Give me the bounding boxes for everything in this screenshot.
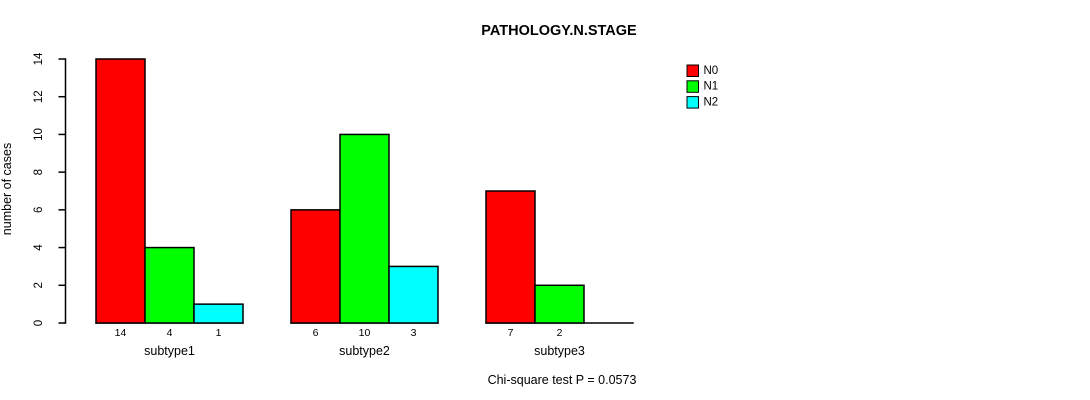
bar-and-category-labels: 14 4 1 subtype1 6 10 3 subtype2 7 2 subtype3 [115, 327, 585, 358]
y-tick-label: 10 [33, 128, 45, 141]
x-category-label-subtype3: subtype3 [534, 344, 585, 358]
bar-N1-subtype1 [144, 246, 195, 324]
legend-swatch-N1 [686, 80, 699, 93]
bar-value-label: 1 [216, 327, 222, 339]
y-tick-label: 2 [33, 282, 45, 288]
bar-value-label: 3 [411, 327, 417, 339]
y-tick-label: 14 [33, 52, 45, 65]
bar-N2-subtype1 [193, 303, 244, 324]
y-tick-label: 4 [33, 244, 45, 251]
bar-value-label: 4 [167, 327, 173, 339]
bar-value-label: 7 [508, 327, 514, 339]
y-tick-label: 12 [33, 90, 45, 103]
y-tick-label: 6 [33, 207, 45, 213]
legend-label-N0: N0 [704, 65, 719, 77]
legend: N0 N1 N2 [686, 64, 719, 109]
x-category-label-subtype2: subtype2 [339, 344, 390, 358]
bar-N2-subtype2 [388, 265, 439, 324]
legend-label-N1: N1 [704, 81, 719, 93]
legend-swatch-N0 [686, 64, 699, 77]
legend-swatch-N2 [686, 96, 699, 109]
bar-N1-subtype3 [534, 284, 585, 324]
bar-N0-subtype2 [290, 209, 341, 324]
bar-value-label: 2 [557, 327, 563, 339]
legend-label-N2: N2 [704, 96, 719, 108]
x-category-label-subtype1: subtype1 [144, 344, 195, 358]
bar-value-label: 10 [359, 327, 371, 339]
y-axis-label: number of cases [0, 143, 14, 235]
bar-N0-subtype3 [485, 190, 536, 324]
bar-N0-subtype1 [95, 58, 146, 324]
bar-value-label: 14 [115, 327, 127, 339]
bar-N1-subtype2 [339, 133, 390, 324]
bar-value-label: 6 [313, 327, 319, 339]
chi-square-footnote: Chi-square test P = 0.0573 [488, 373, 637, 387]
y-tick-label: 0 [33, 320, 45, 326]
bar-groups [95, 58, 634, 324]
y-tick-label: 8 [33, 169, 45, 175]
y-axis: 0 2 4 6 8 10 12 14 [33, 52, 67, 326]
chart-title: PATHOLOGY.N.STAGE [481, 23, 637, 39]
